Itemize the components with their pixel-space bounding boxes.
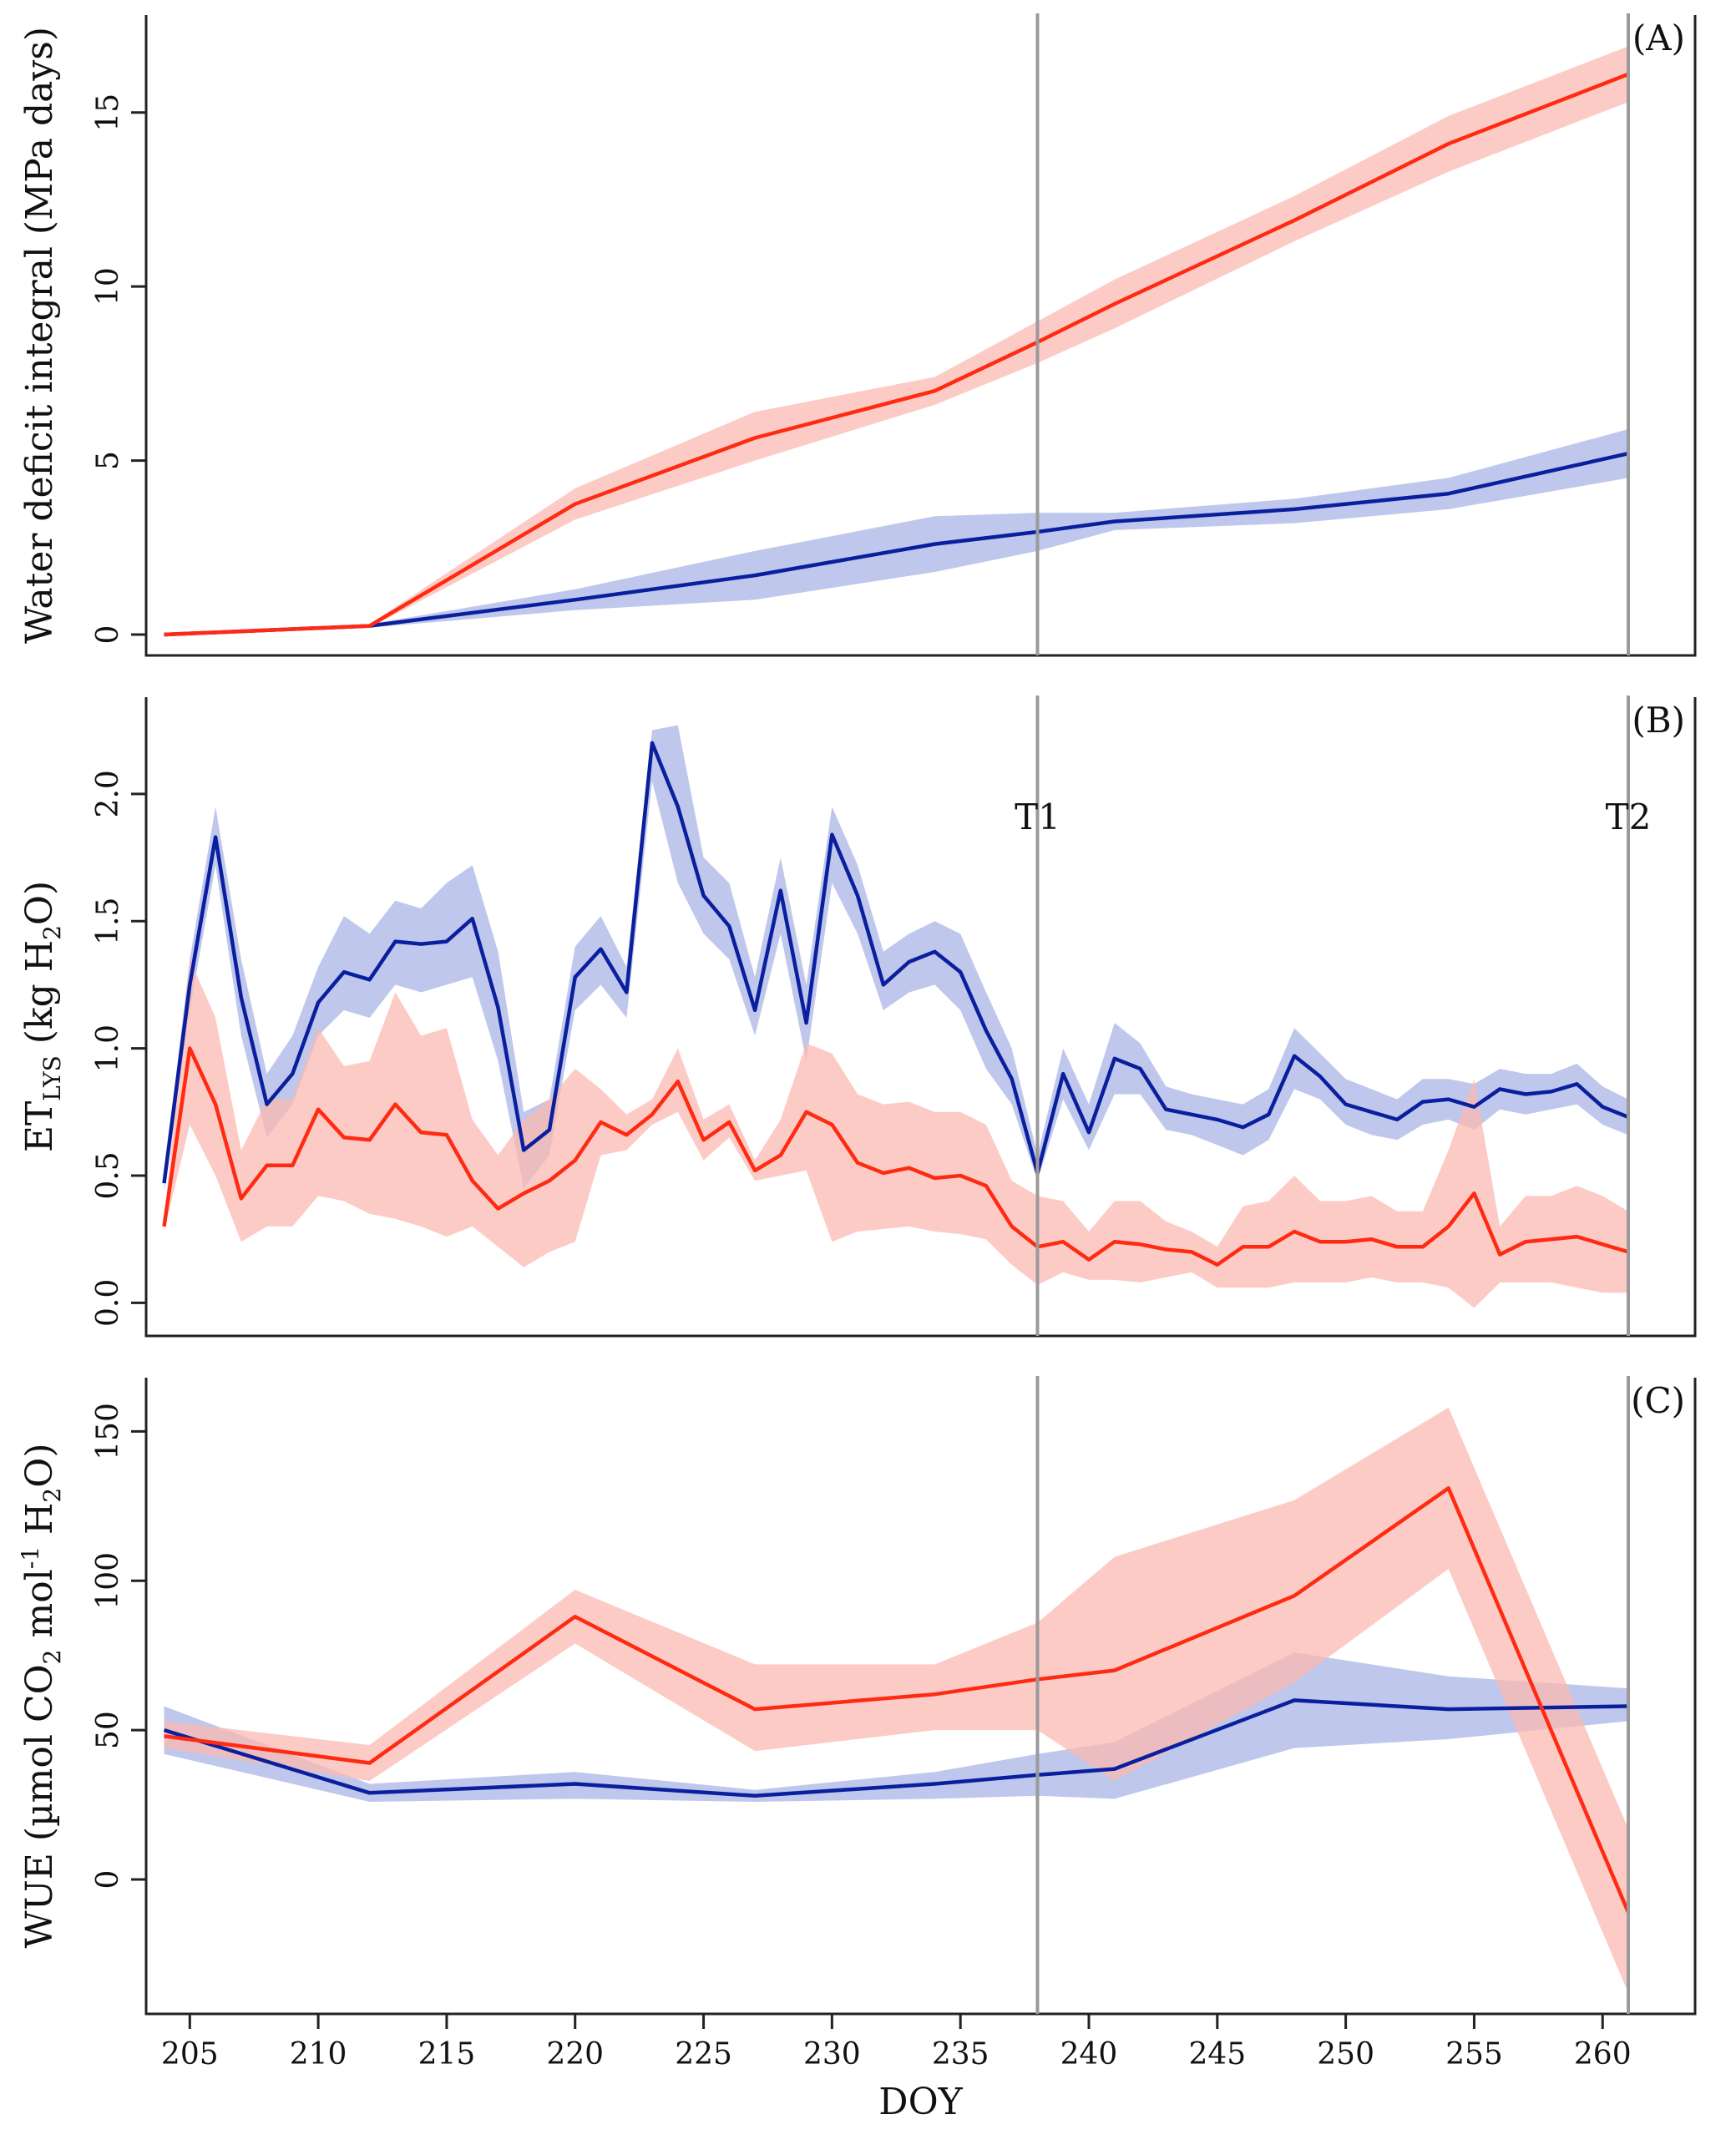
series-line-red [164,72,1629,637]
y-tick-label: 100 [91,1552,125,1610]
x-tick-label: 225 [675,2037,732,2072]
x-tick-label: 250 [1317,2037,1374,2072]
y-tick-label: 1.0 [91,1024,125,1072]
x-tick-label: 220 [546,2037,604,2072]
panel-label: (B) [1632,700,1685,741]
panel-c: 0 50 100 150 (C) WUE (µmol CO2 mol-1 H2O) [17,1376,1697,2016]
y-tick-label: 0.0 [91,1279,125,1327]
x-tick-label: 235 [932,2037,989,2072]
panel-a: 0 5 10 15 (A) Water deficit integral (MPa day… [18,13,1697,657]
x-axis-title: DOY [878,2081,963,2123]
series-line-red [164,1486,1631,1914]
series-line-blue [162,741,1629,1184]
band-blue [164,429,1628,635]
x-tick-label: 215 [418,2037,476,2072]
x-tick-label: 240 [1060,2037,1118,2072]
panel-label: (A) [1632,18,1685,58]
plot-frame [144,15,1697,657]
band-red [164,1407,1628,1993]
x-tick-label: 245 [1188,2037,1246,2072]
y-tick-label: 15 [91,94,125,132]
x-tick-label: 255 [1445,2037,1503,2072]
series-line-blue [164,452,1629,637]
y-tick-label: 0 [91,625,125,645]
band-red [164,959,1628,1308]
x-tick-label: 205 [161,2037,219,2072]
band-red [164,46,1628,635]
y-tick-label: 10 [91,267,125,306]
plot-frame [144,1378,1697,2016]
y-axis-title: ETLYS (kg H2O) [18,881,66,1152]
y-tick-label: 150 [91,1403,125,1460]
y-tick-label: 0 [91,1870,125,1889]
band-blue [164,725,1628,1191]
y-tick-label: 0.5 [91,1151,125,1199]
y-tick-label: 2.0 [91,770,125,817]
y-tick-label: 50 [91,1711,125,1749]
y-axis-title: Water deficit integral (MPa days) [18,27,61,644]
y-tick-label: 1.5 [91,898,125,945]
marker-t1: T1 [1015,797,1060,837]
panel-b: 0.0 0.5 1.0 1.5 2.0 (B) T1 T2 ETLYS (kg H2O) [18,696,1697,1338]
y-axis-title: WUE (µmol CO2 mol-1 H2O) [17,1443,66,1948]
x-tick-label: 210 [290,2037,347,2072]
panel-label: (C) [1631,1380,1685,1421]
marker-t2: T2 [1606,797,1652,837]
y-tick-label: 5 [91,451,125,470]
series-line-blue [163,1698,1629,1798]
plot-frame [144,697,1697,1338]
x-tick-label: 230 [803,2037,861,2072]
series-line-red [162,1046,1629,1267]
x-tick-label: 260 [1574,2037,1632,2072]
shared-x-axis: 205 210 215 220 225 230 235 240 245 250 255 260 DOY [161,2014,1632,2123]
